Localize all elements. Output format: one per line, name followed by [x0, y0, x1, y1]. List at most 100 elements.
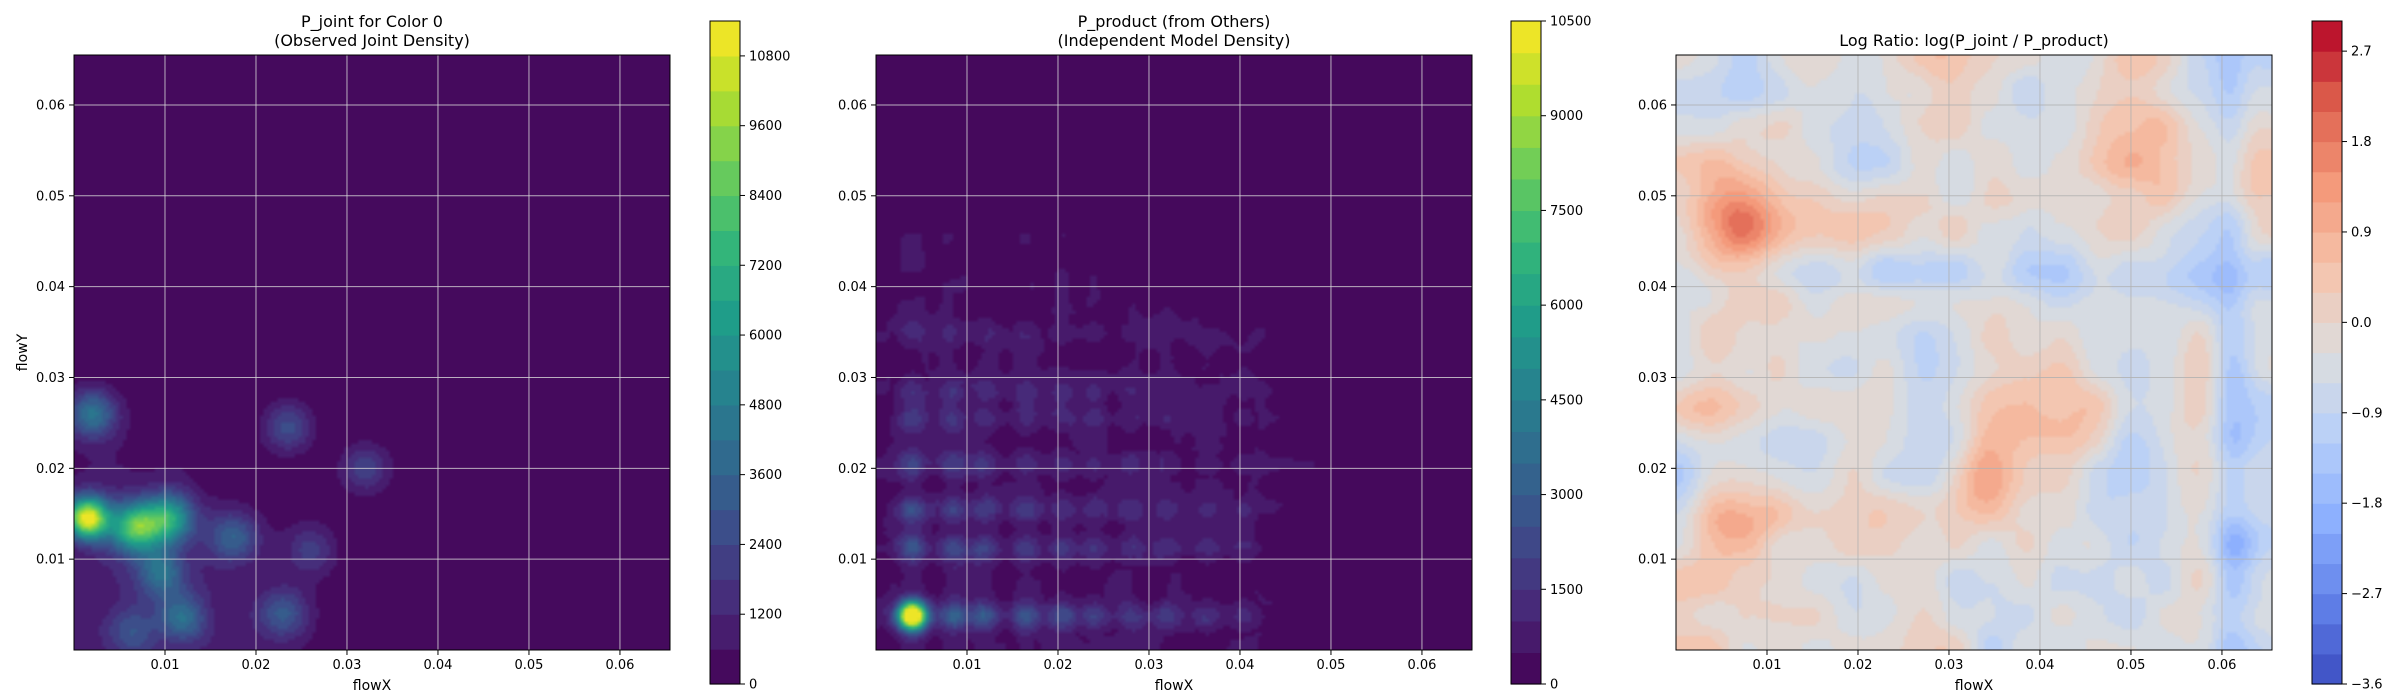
chart-subtitle: (Independent Model Density) [1058, 31, 1291, 50]
y-tick-label: 0.01 [838, 553, 867, 568]
heatmap-image [876, 55, 1472, 650]
colorbar-tick-label: 0.9 [2351, 225, 2372, 240]
y-tick-label: 0.04 [36, 280, 65, 295]
colorbar-band [1511, 557, 1541, 590]
y-tick-label: 0.04 [1638, 280, 1667, 295]
colorbar-band [710, 369, 740, 406]
x-tick-label: 0.01 [151, 658, 180, 673]
colorbar-band [2312, 141, 2342, 173]
x-axis-label: flowX [1955, 678, 1994, 694]
x-tick-label: 0.05 [1316, 658, 1345, 673]
colorbar-frame [709, 20, 741, 685]
x-axis-label: flowX [353, 678, 392, 694]
colorbar-band [1511, 115, 1541, 148]
colorbar-band [1511, 652, 1541, 685]
y-tick-label: 0.03 [1638, 371, 1667, 386]
x-tick-label: 0.01 [1753, 658, 1782, 673]
colorbar-band [1511, 494, 1541, 527]
colorbar-band [2312, 81, 2342, 113]
y-tick-label: 0.05 [1638, 189, 1667, 204]
colorbar-band [1511, 84, 1541, 117]
y-tick-label: 0.01 [36, 553, 65, 568]
colorbar-tick-label: −1.8 [2351, 497, 2383, 512]
y-tick-label: 0.05 [36, 189, 65, 204]
y-tick-label: 0.03 [838, 371, 867, 386]
colorbar-band [2312, 352, 2342, 384]
colorbar-band [710, 335, 740, 371]
x-tick-label: 0.06 [1407, 658, 1436, 673]
panel-1: 0.01 0.02 0.03 0.04 0.05 0.06 0.01 0.02 0.03 0.04… [15, 12, 790, 694]
colorbar-tick-label: 2.7 [2351, 45, 2372, 60]
colorbar-band [2312, 653, 2342, 685]
colorbar-band [710, 649, 740, 685]
colorbar-band [710, 195, 740, 231]
colorbar-tick-label: 4500 [1550, 393, 1583, 408]
y-axis-label: flowY [15, 333, 31, 371]
colorbar-band [710, 579, 740, 615]
colorbar-band [2312, 473, 2342, 504]
y-tick-label: 0.05 [838, 189, 867, 204]
colorbar-band [2312, 563, 2342, 595]
colorbar-tick-label: 9000 [1550, 109, 1583, 124]
y-tick-label: 0.04 [838, 280, 867, 295]
colorbar-band [710, 300, 740, 336]
colorbar-band [2312, 322, 2342, 354]
colorbar-band [710, 404, 740, 441]
colorbar-tick-label: 0 [1550, 678, 1558, 693]
chart-title: P_joint for Color 0 [301, 12, 443, 32]
colorbar-tick-label: −2.7 [2351, 587, 2383, 602]
y-tick-label: 0.02 [36, 462, 65, 477]
colorbar-band [710, 439, 740, 476]
x-tick-label: 0.04 [423, 658, 452, 673]
x-tick-label: 0.03 [333, 658, 362, 673]
colorbar-tick-label: 1.8 [2351, 135, 2372, 150]
colorbar-tick-label: −3.6 [2351, 678, 2383, 693]
x-tick-label: 0.05 [514, 658, 543, 673]
colorbar-band [2312, 262, 2342, 293]
colorbar-band [2312, 201, 2342, 233]
heatmap-image [74, 55, 670, 650]
colorbar-tick-label: 3600 [749, 468, 782, 483]
colorbar-tick-label: 0 [749, 678, 757, 693]
colorbar-tick-label: 3000 [1550, 488, 1583, 503]
panel-2: 0.01 0.02 0.03 0.04 0.05 0.06 0.01 0.02 0.03 0.04… [838, 12, 1591, 694]
colorbar-band [710, 474, 740, 511]
colorbar-band [710, 230, 740, 266]
axes-frame [73, 54, 671, 651]
colorbar-tick-label: 9600 [749, 119, 782, 134]
colorbar-band [1511, 526, 1541, 559]
colorbar-band [710, 125, 740, 162]
colorbar-band [1511, 273, 1541, 306]
panel-3: 0.01 0.02 0.03 0.04 0.05 0.06 0.01 0.02 0.03 0.04… [1638, 20, 2383, 694]
x-tick-label: 0.02 [1844, 658, 1873, 673]
colorbar-band [710, 160, 740, 197]
colorbar-band [2312, 503, 2342, 534]
colorbar-band [1511, 368, 1541, 401]
axes-frame [875, 54, 1473, 651]
colorbar-band [2312, 171, 2342, 203]
colorbar-band [1511, 463, 1541, 496]
colorbar-tick-label: 7200 [749, 259, 782, 274]
colorbar-tick-label: 1500 [1550, 583, 1583, 598]
colorbar: −3.6 −2.7 −1.8 −0.9 0.0 0.9 1.8 2.7 [2311, 20, 2383, 693]
colorbar-band [1511, 52, 1541, 85]
colorbar-tick-label: 1200 [749, 608, 782, 623]
colorbar-band [1511, 336, 1541, 369]
x-tick-label: 0.03 [1935, 658, 1964, 673]
colorbar-tick-label: 6000 [749, 329, 782, 344]
colorbar-band [710, 544, 740, 580]
colorbar-band [1511, 147, 1541, 180]
x-tick-label: 0.06 [605, 658, 634, 673]
x-tick-label: 0.06 [2207, 658, 2236, 673]
x-tick-label: 0.01 [953, 658, 982, 673]
colorbar-tick-label: 10500 [1550, 15, 1591, 30]
colorbar-band [2312, 533, 2342, 565]
colorbar-band [1511, 305, 1541, 338]
colorbar-band [2312, 111, 2342, 143]
x-tick-label: 0.04 [1225, 658, 1254, 673]
colorbar-band [710, 509, 740, 546]
y-tick-label: 0.01 [1638, 553, 1667, 568]
colorbar-frame [1510, 20, 1542, 685]
colorbar: 0 1500 3000 4500 6000 7500 9000 10500 [1510, 15, 1591, 693]
